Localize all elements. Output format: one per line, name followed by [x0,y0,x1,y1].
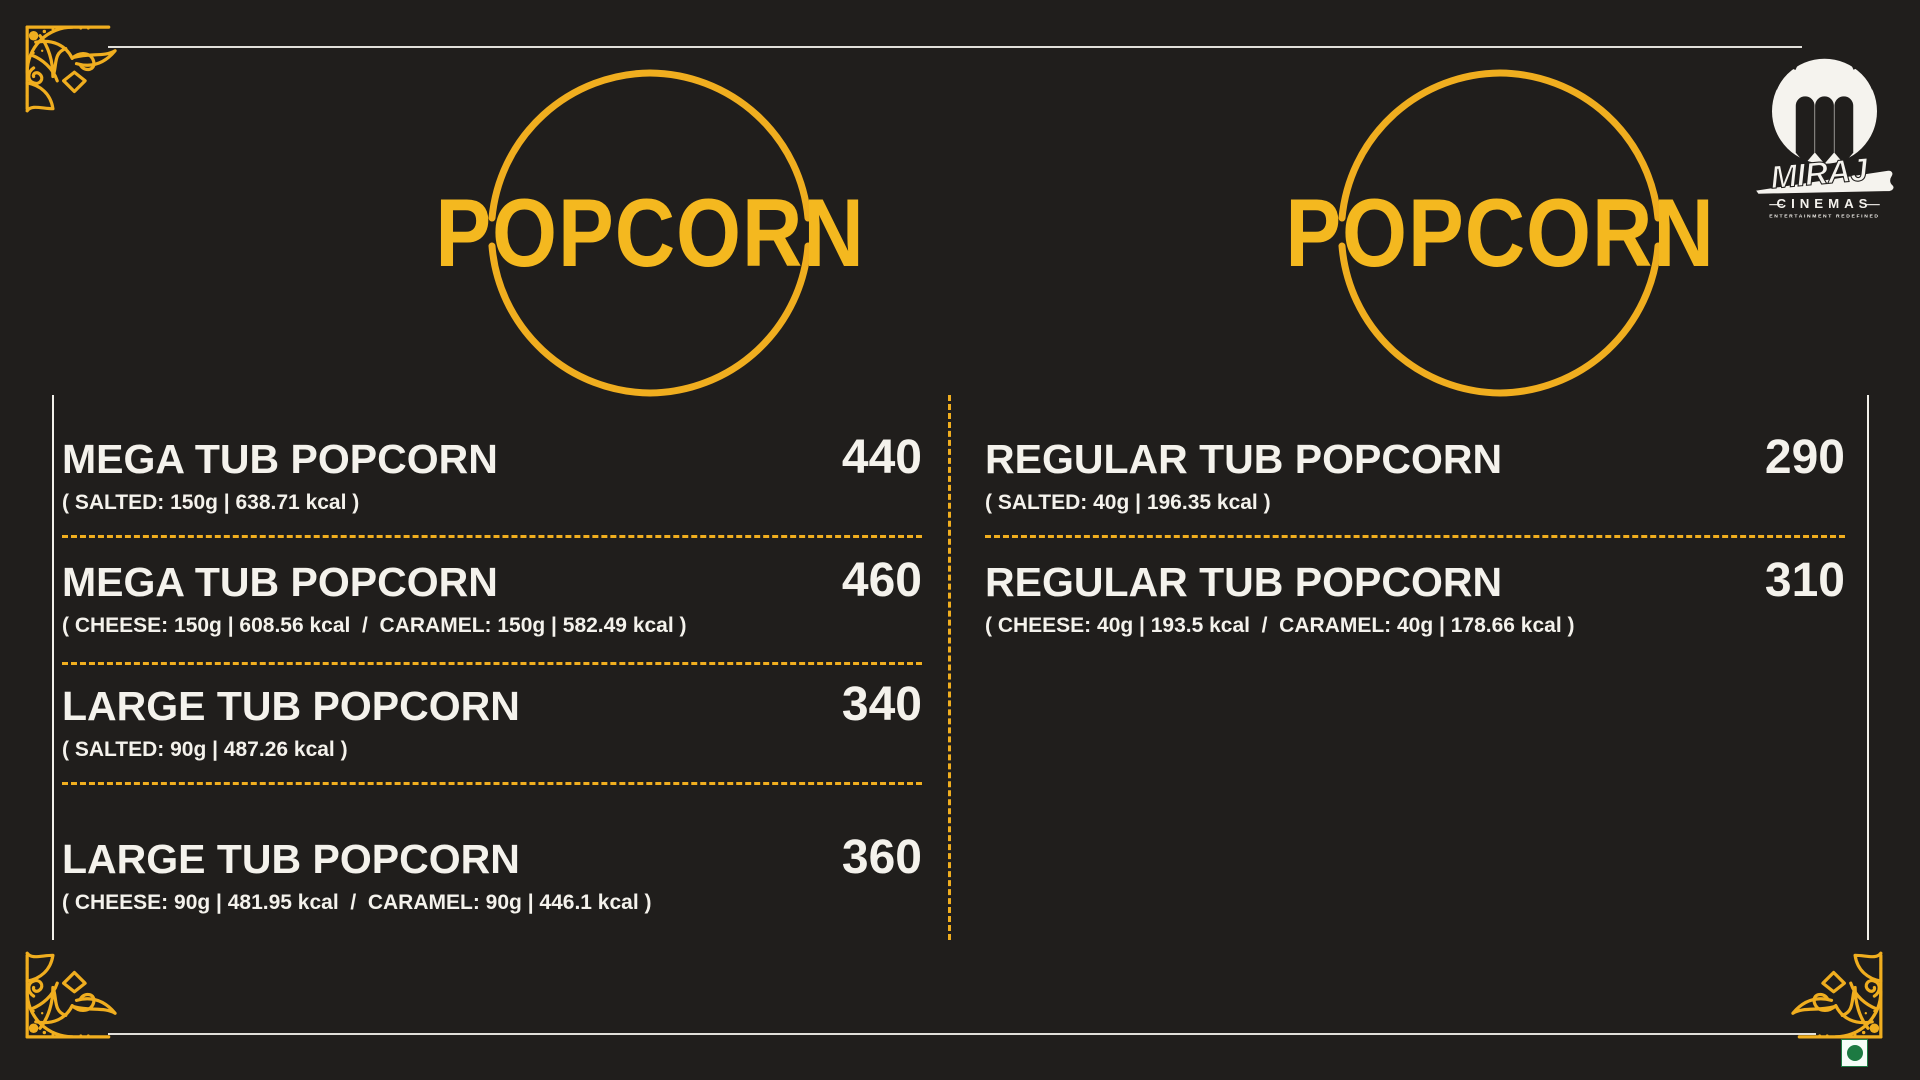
svg-text:ENTERTAINMENT REDEFINED: ENTERTAINMENT REDEFINED [1769,213,1879,219]
svg-text:CINEMAS: CINEMAS [1777,196,1873,211]
